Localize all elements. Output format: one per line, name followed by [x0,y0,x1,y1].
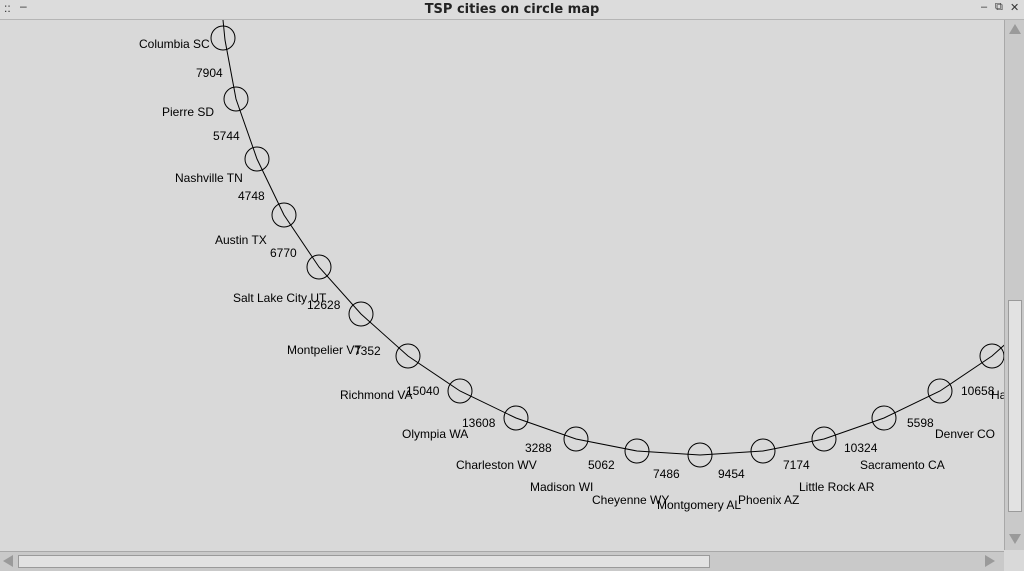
city-circle[interactable] [395,343,421,369]
city-circle[interactable] [503,405,529,431]
city-node[interactable]: Pierre SD 5744 [162,86,249,143]
distance-label: 10324 [844,441,878,455]
city-circle[interactable] [750,438,776,464]
shade-icon[interactable]: ‒ [20,0,27,13]
city-name-label: Olympia WA [402,427,468,441]
distance-label: 10658 [961,384,995,398]
horizontal-scroll-thumb[interactable] [18,555,710,568]
distance-label: 7352 [354,344,381,358]
city-circle[interactable] [979,343,1004,369]
city-circle[interactable] [447,378,473,404]
city-node[interactable]: Phoenix AZ 7174 [738,438,810,507]
scroll-left-arrow-icon[interactable] [3,555,13,567]
circle-map: Columbia SC 7904 Pierre SD 5744 Nashville TN… [139,20,1004,512]
city-node[interactable]: Sacramento CA 5598 [860,405,945,472]
city-circle[interactable] [811,426,837,452]
map-canvas[interactable]: Columbia SC 7904 Pierre SD 5744 Nashville TN… [0,20,1004,550]
city-name-label: Pierre SD [162,105,214,119]
distance-label: 5598 [907,416,934,430]
city-name-label: Phoenix AZ [738,493,799,507]
city-name-label: Little Rock AR [799,480,875,494]
scrollbar-corner [1004,551,1024,571]
city-circle[interactable] [927,378,953,404]
scroll-down-arrow-icon[interactable] [1009,534,1021,544]
city-node[interactable]: Little Rock AR 10324 [799,426,878,494]
city-name-label: Cheyenne WY [592,493,669,507]
distance-label: 7174 [783,458,810,472]
city-node[interactable]: Denver CO 10658 [927,378,995,441]
distance-label: 7904 [196,66,223,80]
city-name-label: Denver CO [935,427,995,441]
distance-label: 5062 [588,458,615,472]
city-name-label: Nashville TN [175,171,243,185]
distance-label: 13608 [462,416,496,430]
window-menu-icon[interactable]: :: [4,1,11,15]
distance-label: 15040 [406,384,440,398]
city-circle[interactable] [871,405,897,431]
maximize-icon[interactable]: ⧉ [995,1,1003,13]
city-node[interactable]: Charleston WV 3288 [456,405,552,472]
city-circle[interactable] [210,25,236,51]
city-name-label: Salt Lake City UT [233,291,327,305]
scroll-right-arrow-icon[interactable] [985,555,995,567]
window-title: TSP cities on circle map [424,2,600,17]
distance-label: 6770 [270,246,297,260]
city-circle[interactable] [271,202,297,228]
city-circle[interactable] [348,301,374,327]
distance-label: 9454 [718,467,745,481]
city-name-label: Montpelier VT [287,343,362,357]
horizontal-scrollbar[interactable] [0,551,1004,571]
city-node[interactable]: Columbia SC 7904 [139,25,236,80]
vertical-scroll-thumb[interactable] [1008,300,1022,512]
city-circle[interactable] [624,438,650,464]
distance-label: 4748 [238,189,265,203]
city-name-label: Richmond VA [340,388,412,402]
city-node[interactable]: Ha [979,343,1004,402]
city-circle[interactable] [306,254,332,280]
tour-path [222,20,1004,456]
city-name-label: Charleston WV [456,458,537,472]
close-icon[interactable]: ✕ [1010,2,1020,14]
title-bar: :: ‒ TSP cities on circle map – ⧉ ✕ [0,0,1024,20]
distance-label: 5744 [213,129,240,143]
city-node[interactable]: Madison WI 5062 [530,426,615,494]
city-node[interactable]: Nashville TN 4748 [175,146,270,203]
city-circle[interactable] [223,86,249,112]
minimize-icon[interactable]: – [981,1,988,13]
city-node[interactable]: Cheyenne WY 7486 [592,438,680,507]
vertical-scrollbar[interactable] [1004,20,1024,550]
distance-label: 7486 [653,467,680,481]
city-circle[interactable] [563,426,589,452]
scroll-up-arrow-icon[interactable] [1009,24,1021,34]
distance-label: 12628 [307,298,341,312]
city-name-label: Columbia SC [139,37,210,51]
distance-label: 3288 [525,441,552,455]
city-name-label: Madison WI [530,480,593,494]
city-name-label: Montgomery AL [657,498,741,512]
city-name-label: Sacramento CA [860,458,945,472]
city-circle[interactable] [244,146,270,172]
city-node[interactable]: Montgomery AL 9454 [657,442,745,512]
city-name-label: Austin TX [215,233,267,247]
city-circle[interactable] [687,442,713,468]
city-name-label: Ha [991,388,1004,402]
